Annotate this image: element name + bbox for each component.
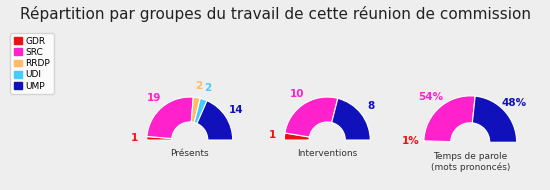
- Wedge shape: [332, 98, 370, 140]
- Text: 10: 10: [290, 89, 304, 99]
- Text: 1%: 1%: [402, 136, 420, 146]
- Text: 54%: 54%: [419, 93, 444, 102]
- Wedge shape: [424, 96, 475, 142]
- Text: 14: 14: [228, 105, 243, 115]
- Text: 2: 2: [204, 83, 211, 93]
- Text: Répartition par groupes du travail de cette réunion de commission: Répartition par groupes du travail de ce…: [19, 6, 531, 22]
- Wedge shape: [197, 101, 233, 140]
- Wedge shape: [285, 97, 338, 137]
- Wedge shape: [424, 141, 451, 142]
- Wedge shape: [147, 97, 193, 139]
- Text: 1: 1: [269, 131, 276, 140]
- Text: Temps de parole
(mots prononcés): Temps de parole (mots prononcés): [431, 152, 510, 173]
- Wedge shape: [472, 96, 516, 142]
- Wedge shape: [147, 136, 172, 140]
- Text: 48%: 48%: [502, 97, 527, 108]
- Wedge shape: [191, 97, 200, 123]
- Text: 2: 2: [195, 81, 202, 91]
- Legend: GDR, SRC, RRDP, UDI, UMP: GDR, SRC, RRDP, UDI, UMP: [10, 33, 54, 94]
- Wedge shape: [284, 133, 310, 140]
- Wedge shape: [194, 98, 207, 124]
- Text: 1: 1: [131, 133, 139, 143]
- Text: 8: 8: [367, 101, 375, 111]
- Text: Présents: Présents: [170, 150, 209, 158]
- Text: Interventions: Interventions: [297, 150, 358, 158]
- Text: 19: 19: [147, 93, 161, 103]
